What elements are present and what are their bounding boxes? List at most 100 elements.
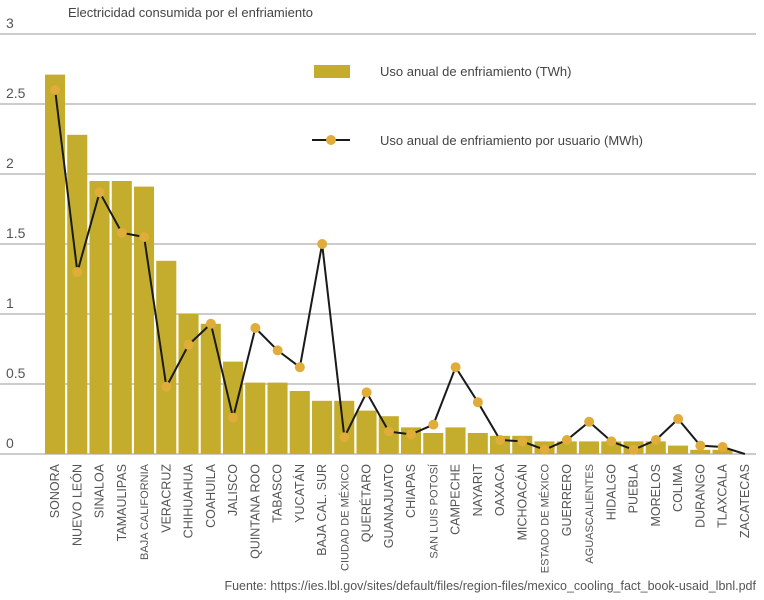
bar — [89, 181, 110, 454]
x-tick-label: QUINTANA ROO — [248, 464, 262, 559]
x-tick-label: CHIAPAS — [404, 464, 418, 518]
bar — [668, 445, 689, 454]
bar — [579, 441, 600, 454]
bar — [645, 441, 666, 454]
line-point — [717, 442, 728, 452]
x-tick-label: SONORA — [48, 463, 62, 518]
x-tick-label: BAJA CAL. SUR — [315, 464, 329, 556]
legend-label-bar: Uso anual de enfriamiento (TWh) — [380, 64, 571, 79]
line-point — [695, 440, 706, 451]
bar — [556, 441, 577, 454]
y-tick-label: 2.5 — [6, 85, 26, 101]
chart-title: Electricidad consumida por el enfriamien… — [68, 5, 313, 20]
y-tick-label: 3 — [6, 15, 14, 31]
line-point — [294, 362, 305, 373]
line-point — [250, 323, 261, 333]
x-tick-label: CAMPECHE — [449, 464, 463, 535]
source-note: Fuente: https://ies.lbl.gov/sites/defaul… — [224, 579, 756, 593]
x-tick-label: OAXACA — [493, 463, 507, 516]
y-tick-label: 2 — [6, 155, 14, 171]
x-tick-label: TAMAULIPAS — [115, 464, 129, 541]
x-tick-label: GUERRERO — [560, 464, 574, 537]
line-point — [517, 436, 528, 447]
line-point — [428, 419, 439, 430]
line-point — [116, 227, 127, 238]
x-tick-label: SAN LUIS POTOSÍ — [427, 463, 440, 558]
line-point — [561, 435, 572, 445]
line-point — [495, 435, 506, 445]
x-tick-label: HIDALGO — [604, 464, 618, 521]
bar — [312, 400, 333, 454]
bar — [200, 323, 221, 454]
x-tick-label: SINALOA — [93, 463, 107, 518]
line-point — [161, 381, 172, 392]
x-tick-label: ZACATECAS — [738, 464, 752, 538]
bar — [45, 74, 66, 454]
line-point — [139, 232, 150, 242]
x-tick-label: COAHUILA — [204, 463, 218, 528]
bar — [67, 134, 88, 455]
line-point — [361, 387, 372, 398]
bar — [289, 391, 310, 454]
x-tick-label: VERACRUZ — [159, 464, 173, 533]
bar — [467, 433, 488, 454]
line-point — [584, 416, 595, 427]
x-tick-label: CIUDAD DE MÉXICO — [338, 464, 351, 571]
y-tick-label: 0.5 — [6, 365, 26, 381]
bar — [690, 449, 711, 454]
bar — [445, 427, 466, 454]
line-point — [628, 444, 639, 455]
bar — [156, 260, 177, 454]
bar — [223, 361, 244, 454]
line-point — [72, 267, 83, 277]
line-point — [183, 339, 194, 350]
bar — [178, 314, 199, 454]
bar — [134, 186, 155, 454]
x-tick-label: CHIHUAHUA — [182, 463, 196, 538]
line-point — [228, 412, 239, 423]
bar — [423, 433, 444, 454]
legend-label-line: Uso anual de enfriamiento por usuario (M… — [380, 133, 643, 148]
bar — [356, 410, 377, 454]
line-point — [339, 432, 350, 443]
y-tick-label: 1.5 — [6, 225, 26, 241]
x-tick-label: MICHOACÁN — [514, 464, 529, 540]
y-tick-label: 0 — [6, 435, 14, 451]
x-tick-label: TABASCO — [271, 464, 285, 523]
legend-swatch-bar — [314, 65, 350, 78]
line-point — [539, 444, 550, 455]
x-tick-label: DURANGO — [693, 464, 707, 528]
line-point — [450, 362, 461, 373]
bar — [601, 441, 622, 454]
line-point — [50, 85, 61, 95]
line-point — [383, 426, 394, 437]
line-point — [317, 239, 328, 249]
bar — [267, 382, 288, 454]
x-tick-label: JALISCO — [226, 464, 240, 516]
y-tick-label: 1 — [6, 295, 14, 311]
line-point — [673, 414, 684, 424]
x-tick-label: ESTADO DE MÉXICO — [539, 464, 552, 574]
bar — [111, 181, 132, 454]
line-point — [472, 397, 483, 408]
line-point — [606, 436, 617, 447]
x-tick-label: QUERÉTARO — [359, 464, 374, 543]
line-point — [94, 187, 105, 198]
x-tick-label: TLAXCALA — [716, 463, 730, 528]
x-tick-label: GUANAJUATO — [382, 464, 396, 549]
x-tick-label: MORELOS — [649, 464, 663, 527]
x-tick-label: BAJA CALIFORNIA — [139, 463, 151, 560]
x-tick-label: COLIMA — [671, 463, 685, 512]
x-tick-label: PUEBLA — [627, 463, 641, 513]
bar — [245, 382, 266, 454]
x-tick-label: NUEVO LEÓN — [69, 464, 84, 546]
line-point — [272, 345, 283, 356]
x-tick-label: NAYARIT — [471, 464, 485, 517]
line-point — [205, 318, 216, 329]
line-point — [650, 435, 661, 445]
line-point — [406, 429, 417, 440]
legend-swatch-marker — [326, 135, 336, 145]
bar — [334, 400, 355, 454]
